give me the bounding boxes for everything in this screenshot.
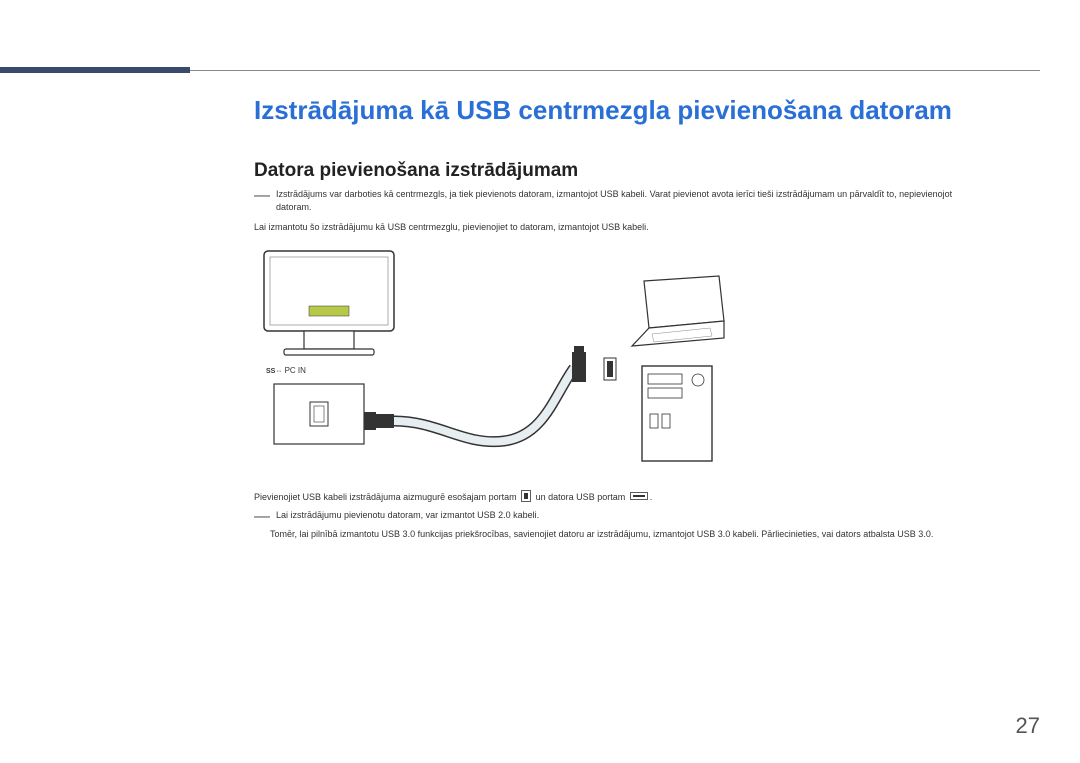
note-2: ― Lai izstrādājumu pievienotu datoram, v…: [254, 509, 1040, 525]
body-text-1: Lai izmantotu šo izstrādājumu kā USB cen…: [254, 221, 1040, 234]
usb-port-box: [274, 384, 364, 444]
note-1-line-1: Izstrādājums var darboties kā centrmezgl…: [276, 188, 952, 201]
note-1: ― Izstrādājums var darboties kā centrmez…: [254, 188, 1040, 213]
main-title: Izstrādājuma kā USB centrmezgla pievieno…: [254, 95, 1040, 126]
top-horizontal-rule: [190, 70, 1040, 71]
body-text-2: Pievienojiet USB kabeli izstrādājuma aiz…: [254, 490, 1040, 506]
usb-a-port-inline-icon: [630, 491, 648, 504]
accent-bar: [0, 67, 190, 73]
dash-icon: ―: [254, 188, 270, 204]
port-label: SS⇔ PC IN: [266, 366, 306, 375]
connection-diagram: SS⇔ PC IN: [254, 246, 734, 476]
usb-cable: [394, 368, 574, 442]
note-2-text: Lai izstrādājumu pievienotu datoram, var…: [276, 509, 539, 522]
page-content: Izstrādājuma kā USB centrmezgla pievieno…: [254, 95, 1040, 541]
note-1-line-2: datoram.: [276, 201, 952, 214]
note-2-sub: Tomēr, lai pilnībā izmantotu USB 3.0 fun…: [270, 528, 1040, 541]
usb-a-connector-icon: [572, 346, 586, 382]
usb-b-connector-icon: [364, 412, 394, 430]
usb-a-port-icon: [604, 358, 616, 380]
page-number: 27: [1016, 713, 1040, 739]
usb-ss-icon: SS⇔: [266, 368, 282, 375]
dash-icon: ―: [254, 509, 270, 525]
monitor-icon: [264, 251, 394, 355]
desktop-tower-icon: [642, 366, 712, 461]
laptop-icon: [632, 276, 724, 346]
usb-b-port-inline-icon: [521, 490, 531, 506]
sub-title: Datora pievienošana izstrādājumam: [254, 160, 1040, 182]
